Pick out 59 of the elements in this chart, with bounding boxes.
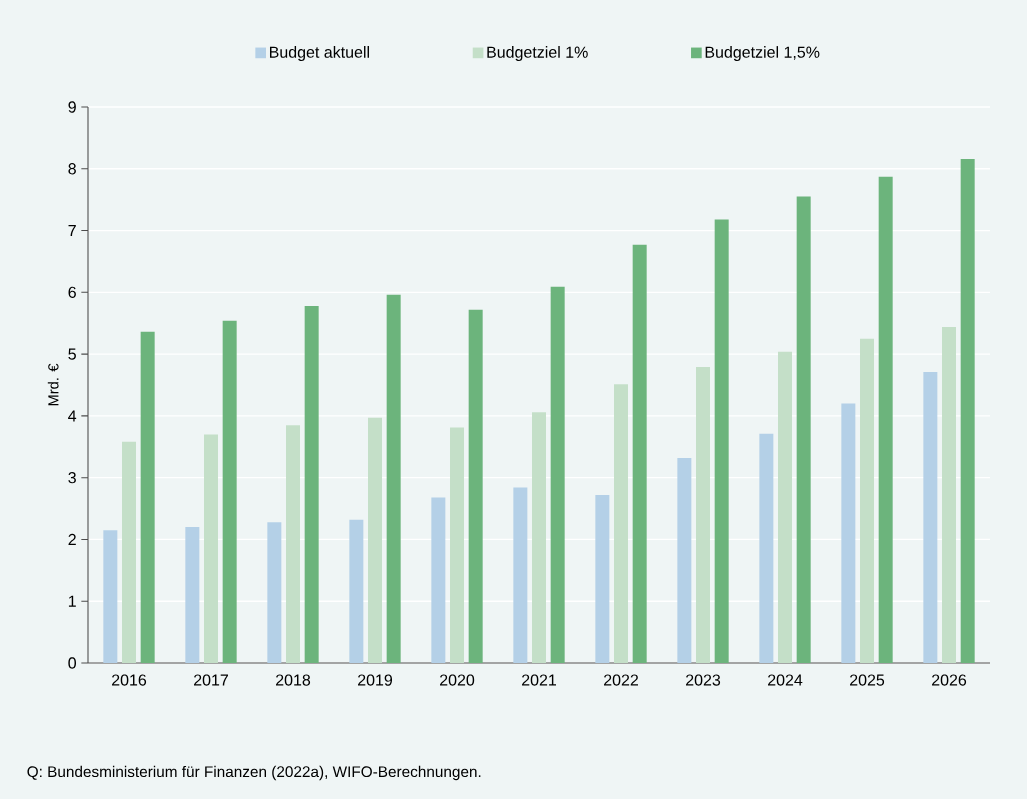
bar <box>595 494 610 663</box>
bar <box>860 338 875 663</box>
bar <box>614 384 629 663</box>
bar <box>632 244 647 663</box>
bar <box>960 158 975 663</box>
text: Q: Bundesministerium für Finanzen (2022a), WIFO-Berechnungen. <box>27 765 481 781</box>
y-tick-label: 9 <box>68 101 76 113</box>
bar <box>677 457 692 663</box>
y-tick-label: 0 <box>68 657 77 669</box>
bar <box>550 286 565 663</box>
bar <box>304 305 319 663</box>
x-tick-label: 2024 <box>768 674 803 686</box>
y-tick-label: 2 <box>68 533 76 546</box>
bar <box>878 176 893 663</box>
bar <box>942 326 957 663</box>
y-axis-title: Mrd. € <box>47 363 59 406</box>
x-tick-label: 2025 <box>850 674 885 686</box>
y-tick-label: 6 <box>68 286 76 298</box>
x-tick-label: 2023 <box>686 674 721 686</box>
bar <box>103 530 118 663</box>
y-tick-label: 4 <box>68 410 77 422</box>
x-tick-label: 2020 <box>440 674 475 686</box>
y-tick-label: 3 <box>68 472 76 484</box>
bar <box>796 196 811 663</box>
bar <box>349 519 364 663</box>
x-tick-label: 2026 <box>932 674 967 686</box>
legend-label: Budgetziel 1,5% <box>705 46 820 62</box>
bar <box>222 320 237 663</box>
bar <box>714 219 729 663</box>
x-tick-label: 2019 <box>358 674 393 686</box>
bar <box>140 331 155 663</box>
bar <box>513 487 528 663</box>
x-tick-label: 2022 <box>604 674 638 686</box>
y-tick-label: 7 <box>68 225 76 237</box>
bar <box>696 367 711 663</box>
bar <box>286 425 300 663</box>
y-tick-label: 8 <box>68 163 76 175</box>
bar <box>841 403 856 663</box>
bar <box>532 412 547 663</box>
bar <box>778 351 793 663</box>
bar <box>267 522 282 663</box>
x-tick-label: 2021 <box>522 674 557 686</box>
bar <box>450 427 465 663</box>
y-tick-label: 5 <box>68 348 76 360</box>
bar <box>431 497 446 663</box>
bar <box>185 527 200 663</box>
bar <box>368 417 383 663</box>
x-tick-label: 2016 <box>112 674 147 686</box>
bar <box>468 309 483 663</box>
bar <box>204 434 218 663</box>
bar <box>386 294 401 663</box>
legend-label: Budget aktuell <box>269 46 369 62</box>
bar <box>122 441 136 663</box>
x-tick-label: 2017 <box>194 674 228 686</box>
x-tick-label: 2018 <box>276 674 311 686</box>
bar <box>923 372 938 663</box>
legend-label: Budgetziel 1% <box>487 46 588 62</box>
y-tick-label: 1 <box>68 595 76 607</box>
bar <box>759 433 774 663</box>
